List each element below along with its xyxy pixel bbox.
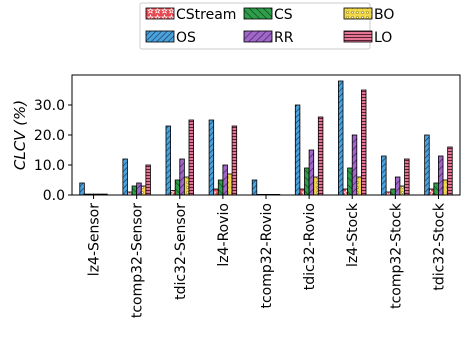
y-tick-label: 10.0 [34,158,65,174]
bar-cstream-tdic32-stock [428,188,435,196]
bar-os-tcomp32-rovio [251,179,258,196]
bar-lo-tcomp32-stock [404,158,410,196]
bar-lo-tdic32-rovio [317,116,324,196]
bar-cs-tdic32-sensor [174,179,181,196]
bar-cstream-lz4-stock [342,188,349,196]
bar-lo-lz4-stock [361,89,367,196]
bar-bo-lz4-stock [356,176,362,196]
bar-cs-lz4-rovio [217,179,224,196]
legend-swatch-lo [343,30,373,43]
x-tick-label: lz4-Sensor [87,203,103,276]
bar-os-tdic32-sensor [165,125,171,196]
legend-label-rr: RR [274,30,294,46]
x-tick-label: tcomp32-Rovio [259,203,275,309]
bar-lo-tcomp32-sensor [145,164,151,196]
legend: CStream CS BO OS RR LO [139,2,394,50]
x-tick-label: tdic32-Stock [431,202,447,290]
legend-frame [139,2,371,50]
bar-cstream-tdic32-rovio [299,188,305,196]
legend-item-os: OS [145,30,196,46]
legend-label-cs: CS [274,7,293,23]
bar-cs-tdic32-rovio [304,167,310,196]
bar-rr-tdic32-stock [438,155,444,196]
bar-rr-tdic32-rovio [308,149,315,196]
legend-item-lo: LO [343,30,392,46]
y-tick-label: 20.0 [34,128,65,144]
x-tick-label: tdic32-Sensor [173,203,189,300]
x-tick-label: tdic32-Rovio [302,203,318,290]
bar-lo-tdic32-sensor [188,119,194,196]
y-tick-label: 0.0 [43,188,65,204]
x-tick-label: lz4-Stock [345,202,361,267]
bar-bo-tdic32-rovio [313,176,319,196]
legend-swatch-os [145,30,175,43]
bar-os-tdic32-stock [424,134,430,196]
bar-cs-lz4-stock [347,167,353,196]
bar-os-tcomp32-sensor [122,158,128,196]
legend-swatch-cstream [145,7,175,20]
legend-swatch-bo [343,7,373,20]
plot-frame [71,74,461,196]
x-tick-label: tcomp32-Sensor [130,203,146,318]
bar-bo-tdic32-sensor [183,176,190,196]
legend-label-cstream: CStream [176,7,236,23]
plot-area [79,80,453,196]
bar-os-lz4-stock [338,80,344,196]
y-tick-label: 30.0 [34,98,65,114]
bar-bo-tdic32-stock [442,179,449,196]
bar-os-tcomp32-stock [381,155,387,196]
bar-cs-tdic32-stock [433,182,439,196]
bar-rr-tcomp32-stock [394,176,401,196]
bar-cs-tcomp32-stock [390,188,396,196]
bar-cstream-tdic32-sensor [170,190,176,196]
bar-rr-tcomp32-sensor [136,182,142,196]
legend-item-rr: RR [243,30,294,46]
bar-bo-tcomp32-sensor [140,185,147,196]
x-tick-label: tcomp32-Stock [388,202,404,309]
bar-bo-tcomp32-stock [399,185,405,196]
legend-label-bo: BO [374,7,394,23]
bar-rr-lz4-stock [351,134,358,196]
bar-cstream-lz4-rovio [213,188,219,196]
legend-label-os: OS [176,30,196,46]
legend-swatch-cs [243,7,273,20]
bar-os-lz4-rovio [208,119,215,196]
bar-os-tdic32-rovio [294,104,301,196]
legend-item-cs: CS [243,7,293,23]
y-axis-label: CLCV (%) [11,100,29,170]
legend-label-lo: LO [374,30,392,46]
bar-rr-lz4-rovio [222,164,228,196]
legend-item-bo: BO [343,7,394,23]
bar-lo-lz4-rovio [231,125,238,196]
bar-rr-tdic32-sensor [179,158,185,196]
x-tick-label: lz4-Rovio [216,203,232,267]
bar-lo-tdic32-stock [447,146,453,196]
bar-cs-tcomp32-sensor [131,185,138,196]
legend-swatch-rr [243,30,273,43]
bar-bo-lz4-rovio [227,173,233,196]
axes: lz4-Sensor tcomp32-Sensor tdic32-Sensor lz4… [34,74,461,318]
bar-os-lz4-sensor [79,182,85,196]
legend-item-cstream: CStream [145,7,236,23]
